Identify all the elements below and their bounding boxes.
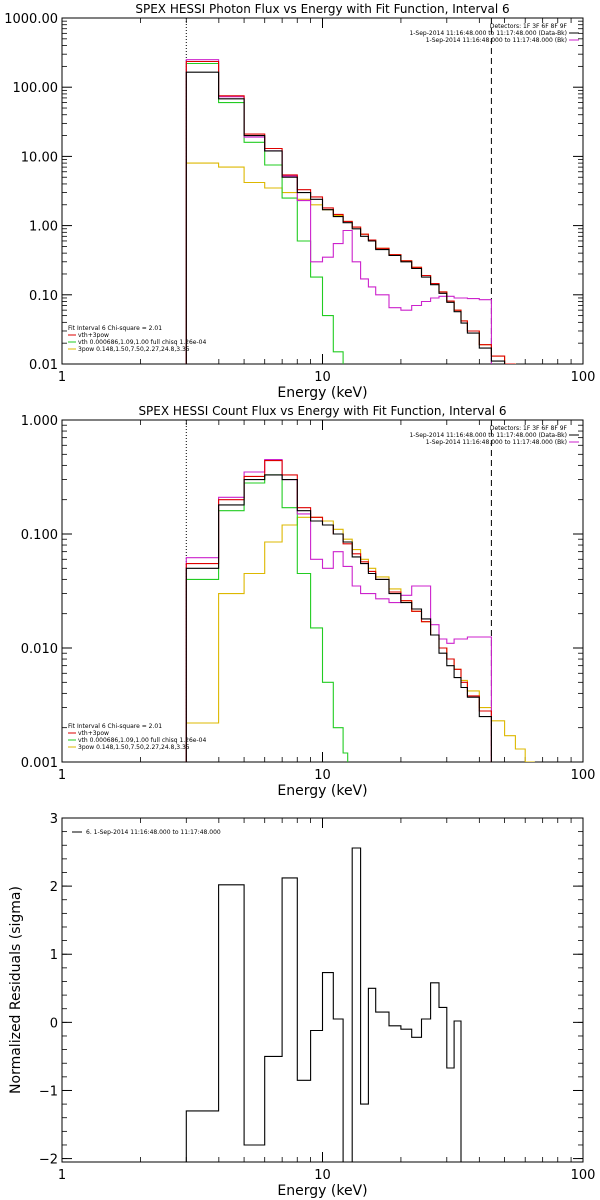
x-axis-label: Energy (keV) (277, 385, 367, 401)
y-tick-label: 1 (50, 948, 58, 963)
y-tick-label: 0.001 (21, 756, 58, 771)
legend-bottom-entry: vth+3pow (78, 730, 109, 737)
series-6--line (185, 847, 462, 1162)
legend-bottom-entry: Fit Interval 6 Chi-square = 2.01 (68, 325, 162, 332)
legend: Detectors: 1F 3F 6F 8F 9F1-Sep-2014 11:1… (68, 425, 579, 751)
chart-title: SPEX HESSI Count Flux vs Energy with Fit… (138, 404, 506, 418)
x-tick-label: 100 (571, 370, 596, 385)
chart-title: SPEX HESSI Photon Flux vs Energy with Fi… (135, 2, 509, 16)
x-axis-label: Energy (keV) (277, 1183, 367, 1199)
y-tick-label: 0 (50, 1016, 58, 1031)
x-tick-label: 100 (571, 1168, 596, 1183)
legend-top-entry: 1-Sep-2014 11:16:48.000 to 11:17:48.000 … (426, 37, 567, 44)
legend-top-entry: 1-Sep-2014 11:16:48.000 to 11:17:48.000 … (426, 439, 567, 446)
legend-top-entry: 1-Sep-2014 11:16:48.000 to 11:17:48.000 … (409, 30, 567, 37)
series-vth-3pow-line (185, 460, 492, 762)
legend: Detectors: 1F 3F 6F 8F 9F1-Sep-2014 11:1… (68, 23, 579, 353)
series-vth-line (185, 62, 349, 364)
y-tick-label: 1000.00 (4, 12, 58, 27)
x-axis-label: Energy (keV) (277, 783, 367, 799)
y-tick-label: −2 (39, 1153, 58, 1168)
y-tick-label: 10.00 (21, 150, 58, 165)
x-tick-label: 1 (58, 370, 66, 385)
series-data-bk-line (185, 474, 492, 762)
y-tick-label: 3 (50, 812, 58, 827)
series-vth-3pow-line (185, 60, 516, 364)
y-tick-label: 2 (50, 880, 58, 895)
chart-3: 1 10 100 Energy (keV) −2 −1 0 1 2 3 Normalized Res… (8, 812, 595, 1199)
x-tick-label: 100 (571, 768, 596, 783)
y-axis-label: Normalized Residuals (sigma) (8, 886, 24, 1094)
legend-bottom-entry: vth 0.000686,1.09,1.00 full chisq 1.26e-… (78, 339, 206, 346)
chart-1: SPEX HESSI Photon Flux vs Energy with Fi… (4, 2, 595, 401)
series-3pow-line (185, 516, 540, 762)
legend-bottom-entry: vth+3pow (78, 332, 109, 339)
legend-bottom-entry: vth 0.000686,1.09,1.00 full chisq 1.26e-… (78, 737, 206, 744)
x-tick-label: 1 (58, 768, 66, 783)
x-tick-label: 1 (58, 1168, 66, 1183)
series-bk-line (185, 458, 492, 762)
legend-top-entry: 1-Sep-2014 11:16:48.000 to 11:17:48.000 … (409, 432, 567, 439)
y-tick-label: 0.010 (21, 642, 58, 657)
legend-top-entry: Detectors: 1F 3F 6F 8F 9F (490, 23, 568, 30)
y-tick-label: 100.00 (13, 81, 59, 96)
x-axis: 1 10 100 (58, 818, 596, 1183)
x-axis: 1 10 100 (58, 420, 596, 783)
x-tick-label: 10 (314, 768, 331, 783)
x-tick-label: 10 (314, 370, 331, 385)
y-tick-label: 1.00 (29, 220, 58, 235)
y-axis: 0.001 0.010 0.100 1.000 (21, 414, 583, 771)
series-3pow-line (185, 162, 522, 364)
chart-2: SPEX HESSI Count Flux vs Energy with Fit… (21, 404, 596, 799)
series-data-bk-line (185, 71, 506, 364)
plot-frame (61, 419, 584, 763)
legend-bottom-entry: 3pow 0.148,1.50,7.50,2.27,24.8,3.35 (78, 744, 190, 751)
y-axis: −2 −1 0 1 2 3 (39, 812, 583, 1168)
y-tick-label: 0.10 (29, 289, 58, 304)
series-bk-line (185, 59, 492, 364)
legend-entry: 6. 1-Sep-2014 11:16:48.000 to 11:17:48.0… (86, 829, 221, 836)
y-tick-label: 0.100 (21, 528, 58, 543)
legend-bottom-entry: 3pow 0.148,1.50,7.50,2.27,24.8,3.35 (78, 346, 190, 353)
x-tick-label: 10 (314, 1168, 331, 1183)
legend-bottom-entry: Fit Interval 6 Chi-square = 2.01 (68, 723, 162, 730)
legend-top-entry: Detectors: 1F 3F 6F 8F 9F (490, 425, 568, 432)
y-tick-label: 1.000 (21, 414, 58, 429)
y-axis: 0.01 0.10 1.00 10.00 100.00 1000.00 (4, 12, 583, 373)
x-axis: 1 10 100 (58, 18, 596, 385)
y-tick-label: −1 (39, 1084, 58, 1099)
legend: 6. 1-Sep-2014 11:16:48.000 to 11:17:48.0… (72, 829, 221, 836)
series-vth-line (185, 474, 349, 762)
y-tick-label: 0.01 (29, 358, 58, 373)
